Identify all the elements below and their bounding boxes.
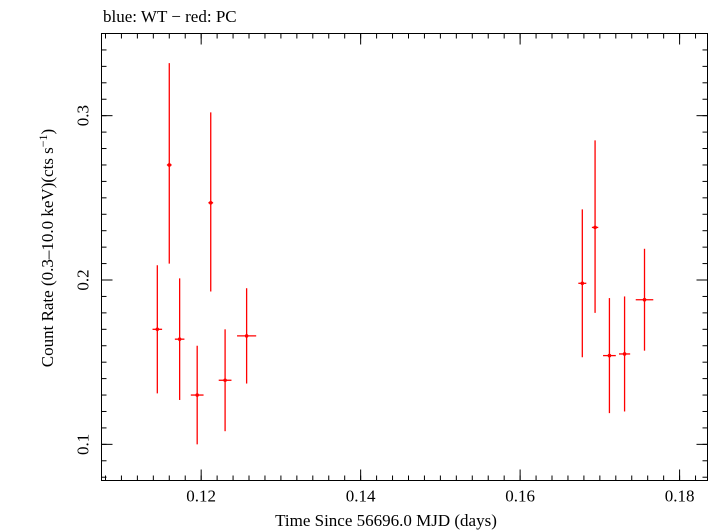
point-marker xyxy=(208,200,213,205)
data-point xyxy=(578,209,587,358)
chart-title: blue: WT − red: PC xyxy=(103,7,237,26)
y-axis-label-main: Count Rate (0.3–10.0 keV)(cts s xyxy=(38,147,57,367)
x-axis: 0.12 0.14 0.16 0.18 xyxy=(104,33,697,506)
point-marker xyxy=(622,352,627,356)
y-axis-label-close: ) xyxy=(38,129,57,135)
x-tick-label: 0.14 xyxy=(346,487,376,506)
y-tick-label: 0.3 xyxy=(74,105,93,126)
data-point xyxy=(190,345,204,445)
point-marker xyxy=(223,378,227,383)
point-marker xyxy=(593,225,597,230)
point-marker xyxy=(177,337,182,341)
y-axis-label: Count Rate (0.3–10.0 keV)(cts s−1) xyxy=(36,129,57,367)
data-point xyxy=(174,278,185,400)
point-marker xyxy=(195,393,199,397)
data-point xyxy=(635,248,654,351)
data-point xyxy=(218,329,232,432)
data-point xyxy=(618,296,631,412)
point-marker xyxy=(167,163,172,167)
point-marker xyxy=(580,281,585,286)
x-tick-label: 0.12 xyxy=(186,487,216,506)
data-point xyxy=(152,265,163,394)
x-axis-label: Time Since 56696.0 MJD (days) xyxy=(275,511,497,530)
data-point xyxy=(603,298,616,414)
y-axis: 0.1 0.2 0.3 xyxy=(74,33,708,478)
plot-frame xyxy=(101,33,708,481)
data-point xyxy=(166,63,172,264)
data-series-pc xyxy=(152,63,654,445)
x-tick-label: 0.18 xyxy=(665,487,695,506)
point-marker xyxy=(244,334,249,338)
point-marker xyxy=(155,327,160,332)
data-point xyxy=(208,112,214,292)
point-marker xyxy=(607,353,612,358)
y-tick-label: 0.1 xyxy=(74,434,93,455)
point-marker xyxy=(642,297,647,302)
y-axis-label-exponent: −1 xyxy=(36,134,50,147)
x-tick-label: 0.16 xyxy=(505,487,535,506)
y-tick-label: 0.2 xyxy=(74,269,93,290)
data-point xyxy=(237,288,257,384)
data-point xyxy=(591,140,599,313)
